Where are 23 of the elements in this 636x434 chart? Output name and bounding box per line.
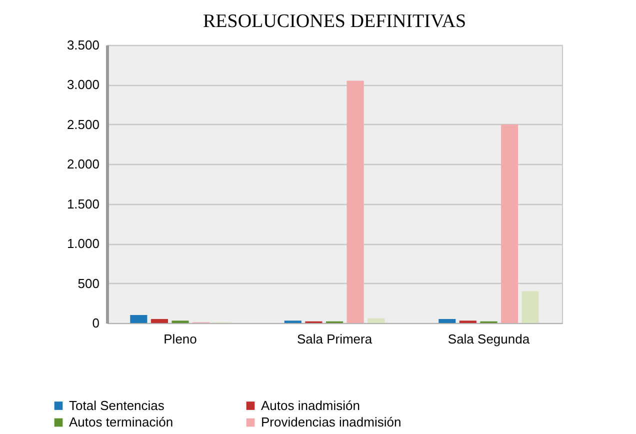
y-tick-label: 2.000 [66,156,100,172]
y-tick-label: 500 [78,276,100,291]
x-tick-label: Pleno [164,332,197,346]
bar [150,319,168,323]
x-tick-label: Sala Primera [296,332,373,346]
x-tick-label: Sala Segunda [448,332,530,346]
y-tick-label: 1.000 [66,236,100,252]
bar [522,291,539,323]
bar [368,318,385,323]
bar [346,80,364,323]
legend-label: Autos terminación [69,414,174,430]
y-tick-label: 3.500 [66,38,100,52]
chart-title: RESOLUCIONES DEFINITIVAS [202,11,466,32]
legend-label: Total Sentencias [69,398,165,413]
y-tick-label: 1.500 [66,196,100,212]
legend-label: Providencias inadmisión [261,414,402,430]
y-tick-label: 0 [92,316,100,330]
bar [501,124,518,323]
bar [130,315,148,323]
y-tick-label: 3.000 [66,77,100,92]
y-tick-label: 2.500 [66,116,100,132]
legend-label: Autos inadmisión [261,398,360,413]
bar [438,319,456,323]
